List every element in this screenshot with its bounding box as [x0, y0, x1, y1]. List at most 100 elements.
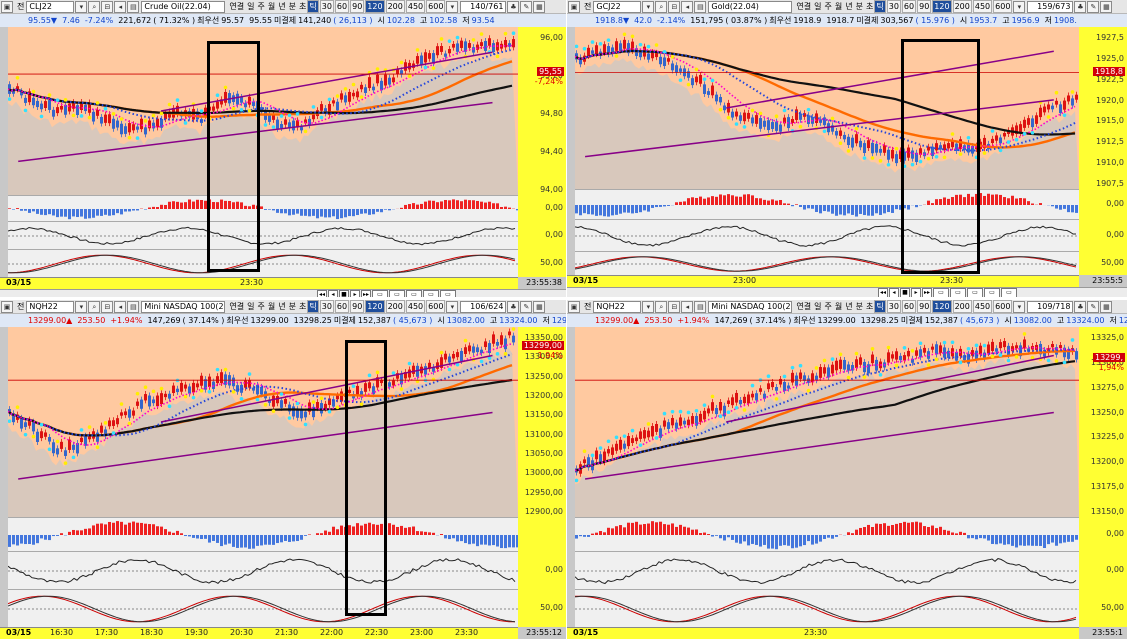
nav-button-2[interactable]: ■	[339, 289, 349, 297]
dropdown-icon[interactable]: ▾	[75, 0, 88, 13]
chart-type-button[interactable]: 연결	[229, 302, 245, 311]
period-preset-4[interactable]: 200	[385, 0, 405, 13]
bar-count-field[interactable]: 140/761	[460, 0, 507, 13]
search-icon[interactable]: ⌕	[655, 300, 668, 313]
period-second-button[interactable]: 초	[865, 2, 874, 11]
tick-button[interactable]: 틱	[874, 300, 886, 313]
sound-icon[interactable]: ◂	[681, 300, 694, 313]
zoom-in-icon[interactable]: ▭	[950, 287, 966, 297]
price-chart[interactable]	[575, 27, 1079, 189]
instrument-name-field[interactable]: Crude Oil(22.04)	[141, 0, 226, 13]
zoom-in-icon[interactable]: ▭	[389, 289, 405, 297]
settings-icon[interactable]: ▭	[440, 289, 456, 297]
period-month-button[interactable]: 월	[267, 302, 276, 311]
layout-icon[interactable]: ▦	[533, 0, 546, 13]
period-preset-0[interactable]: 30	[886, 300, 901, 313]
period-preset-5[interactable]: 450	[972, 0, 993, 13]
search-icon[interactable]: ⌕	[88, 0, 101, 13]
period-preset-0[interactable]: 30	[886, 0, 901, 13]
period-year-button[interactable]: 년	[278, 302, 286, 311]
period-day-button[interactable]: 일	[247, 2, 255, 11]
dropdown-icon[interactable]: ▾	[446, 0, 459, 13]
nav-button-1[interactable]: ◂	[328, 289, 338, 297]
layout-icon[interactable]: ▦	[1100, 300, 1113, 313]
search-icon[interactable]: ⌕	[655, 0, 668, 13]
chart-type-button[interactable]: 연결	[229, 2, 245, 11]
lock-icon[interactable]: ⊟	[101, 0, 114, 13]
period-minute-button[interactable]: 분	[288, 302, 296, 311]
settings-icon[interactable]: ▤	[694, 300, 707, 313]
dropdown-icon[interactable]: ▾	[642, 0, 655, 13]
crosshair-icon[interactable]: ▭	[984, 287, 1000, 297]
period-minute-button[interactable]: 분	[855, 2, 863, 11]
time-axis[interactable]: 03/15 23:30	[0, 277, 518, 289]
settings-icon[interactable]: ▤	[127, 0, 140, 13]
sound-icon[interactable]: ◂	[114, 300, 127, 313]
time-axis[interactable]: 03/15 23:30	[567, 627, 1079, 639]
nav-button-3[interactable]: ▸	[911, 287, 921, 297]
period-preset-4[interactable]: 200	[952, 300, 972, 313]
period-preset-6[interactable]: 600	[426, 300, 446, 313]
period-second-button[interactable]: 초	[298, 302, 307, 311]
period-preset-5[interactable]: 450	[405, 300, 426, 313]
period-preset-2[interactable]: 90	[350, 0, 365, 13]
instrument-name-field[interactable]: Mini NASDAQ 100(22.0	[708, 300, 793, 313]
settings-icon[interactable]: ▭	[1001, 287, 1017, 297]
draw-tool-icon[interactable]: ✎	[1087, 300, 1100, 313]
period-second-button[interactable]: 초	[298, 2, 307, 11]
sound-icon[interactable]: ◂	[114, 0, 127, 13]
period-preset-3[interactable]: 120	[365, 0, 385, 13]
lock-icon[interactable]: ⊟	[668, 0, 681, 13]
nav-button-3[interactable]: ▸	[350, 289, 360, 297]
period-preset-0[interactable]: 30	[319, 300, 334, 313]
chart-menu-icon[interactable]: ▣	[568, 300, 580, 313]
period-week-button[interactable]: 주	[824, 2, 832, 11]
macd-histogram-pane[interactable]	[8, 517, 519, 552]
period-preset-2[interactable]: 90	[350, 300, 365, 313]
tick-button[interactable]: 틱	[307, 0, 319, 13]
chart-menu-icon[interactable]: ▣	[1, 0, 13, 13]
indicator-icon[interactable]: ♣	[1074, 0, 1087, 13]
chart-menu-icon[interactable]: ▣	[568, 0, 580, 13]
price-axis[interactable]: 13350,00 13300,00 13250,00 13200,00 13150,00…	[517, 327, 566, 627]
lock-icon[interactable]: ⊟	[668, 300, 681, 313]
dropdown-icon[interactable]: ▾	[642, 300, 655, 313]
time-axis[interactable]: 03/15 23:00 23:30	[567, 275, 1079, 287]
price-chart[interactable]	[8, 327, 518, 517]
zoom-out-icon[interactable]: ▭	[933, 287, 949, 297]
time-axis[interactable]: 03/15 16:30 17:30 18:30 19:30 20:30 21:30 22:00…	[0, 627, 518, 639]
period-preset-3[interactable]: 120	[365, 300, 385, 313]
nav-button-0[interactable]: ◂◂	[317, 289, 327, 297]
period-year-button[interactable]: 년	[278, 2, 286, 11]
period-preset-5[interactable]: 450	[405, 0, 426, 13]
period-preset-2[interactable]: 90	[917, 300, 932, 313]
nav-button-4[interactable]: ▸▸	[361, 289, 371, 297]
oscillator-pane[interactable]	[574, 551, 1079, 590]
indicator-icon[interactable]: ♣	[507, 0, 520, 13]
chart-scrollbar[interactable]: ◂◂ ◂ ■ ▸ ▸▸ ▭ ▭ ▭ ▭ ▭	[0, 289, 566, 297]
tick-button[interactable]: 틱	[874, 0, 886, 13]
sound-icon[interactable]: ◂	[681, 0, 694, 13]
period-preset-5[interactable]: 450	[972, 300, 993, 313]
period-preset-3[interactable]: 120	[932, 300, 952, 313]
dropdown-icon[interactable]: ▾	[446, 300, 459, 313]
period-preset-1[interactable]: 60	[901, 300, 917, 313]
period-preset-1[interactable]: 60	[334, 300, 350, 313]
macd-histogram-pane[interactable]	[8, 195, 519, 222]
crosshair-icon[interactable]: ▭	[423, 289, 439, 297]
chart-menu-icon[interactable]: ▣	[1, 300, 13, 313]
period-preset-6[interactable]: 600	[426, 0, 446, 13]
symbol-input[interactable]: NQH22	[26, 300, 75, 313]
bar-count-field[interactable]: 106/624	[460, 300, 507, 313]
period-day-button[interactable]: 일	[247, 302, 255, 311]
period-preset-1[interactable]: 60	[901, 0, 917, 13]
period-year-button[interactable]: 년	[845, 2, 853, 11]
price-chart[interactable]	[575, 327, 1079, 517]
indicator-icon[interactable]: ♣	[507, 300, 520, 313]
macd-histogram-pane[interactable]	[575, 517, 1079, 552]
nav-button-1[interactable]: ◂	[889, 287, 899, 297]
bar-count-field[interactable]: 159/673	[1027, 0, 1074, 13]
settings-icon[interactable]: ▤	[694, 0, 707, 13]
stochastic-pane[interactable]	[574, 589, 1079, 628]
